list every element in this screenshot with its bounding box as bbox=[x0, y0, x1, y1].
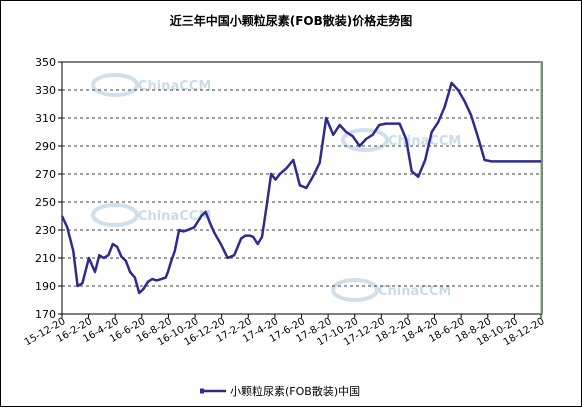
watermark: ChinaCCM bbox=[331, 278, 451, 302]
watermark-logo-icon bbox=[91, 73, 139, 97]
watermark-logo-icon bbox=[331, 278, 379, 302]
y-tick-label: 290 bbox=[35, 140, 56, 153]
y-tick-label: 230 bbox=[35, 224, 56, 237]
legend-marker bbox=[200, 388, 204, 394]
series-line bbox=[60, 81, 541, 295]
watermark-text: ChinaCCM bbox=[138, 209, 211, 224]
watermark: ChinaCCM bbox=[91, 73, 211, 97]
y-tick-label: 210 bbox=[35, 252, 56, 265]
y-tick-label: 170 bbox=[35, 308, 56, 321]
chart-title: 近三年中国小颗粒尿素(FOB散装)价格走势图 bbox=[169, 14, 413, 28]
watermark-text: ChinaCCM bbox=[138, 79, 211, 94]
watermark-logo-icon bbox=[91, 203, 139, 227]
y-tick-label: 190 bbox=[35, 280, 56, 293]
y-tick-label: 250 bbox=[35, 196, 56, 209]
legend-label: 小颗粒尿素(FOB散装)中国 bbox=[230, 384, 360, 398]
watermark: ChinaCCM bbox=[341, 128, 461, 152]
legend: 小颗粒尿素(FOB散装)中国 bbox=[200, 384, 360, 398]
y-tick-label: 270 bbox=[35, 168, 56, 181]
y-tick-label: 330 bbox=[35, 84, 56, 97]
watermark-text: ChinaCCM bbox=[388, 134, 461, 149]
y-tick-label: 350 bbox=[35, 56, 56, 69]
y-tick-label: 310 bbox=[35, 112, 56, 125]
watermark-logo-icon bbox=[341, 128, 389, 152]
watermark-text: ChinaCCM bbox=[378, 284, 451, 299]
watermark: ChinaCCM bbox=[91, 203, 211, 227]
